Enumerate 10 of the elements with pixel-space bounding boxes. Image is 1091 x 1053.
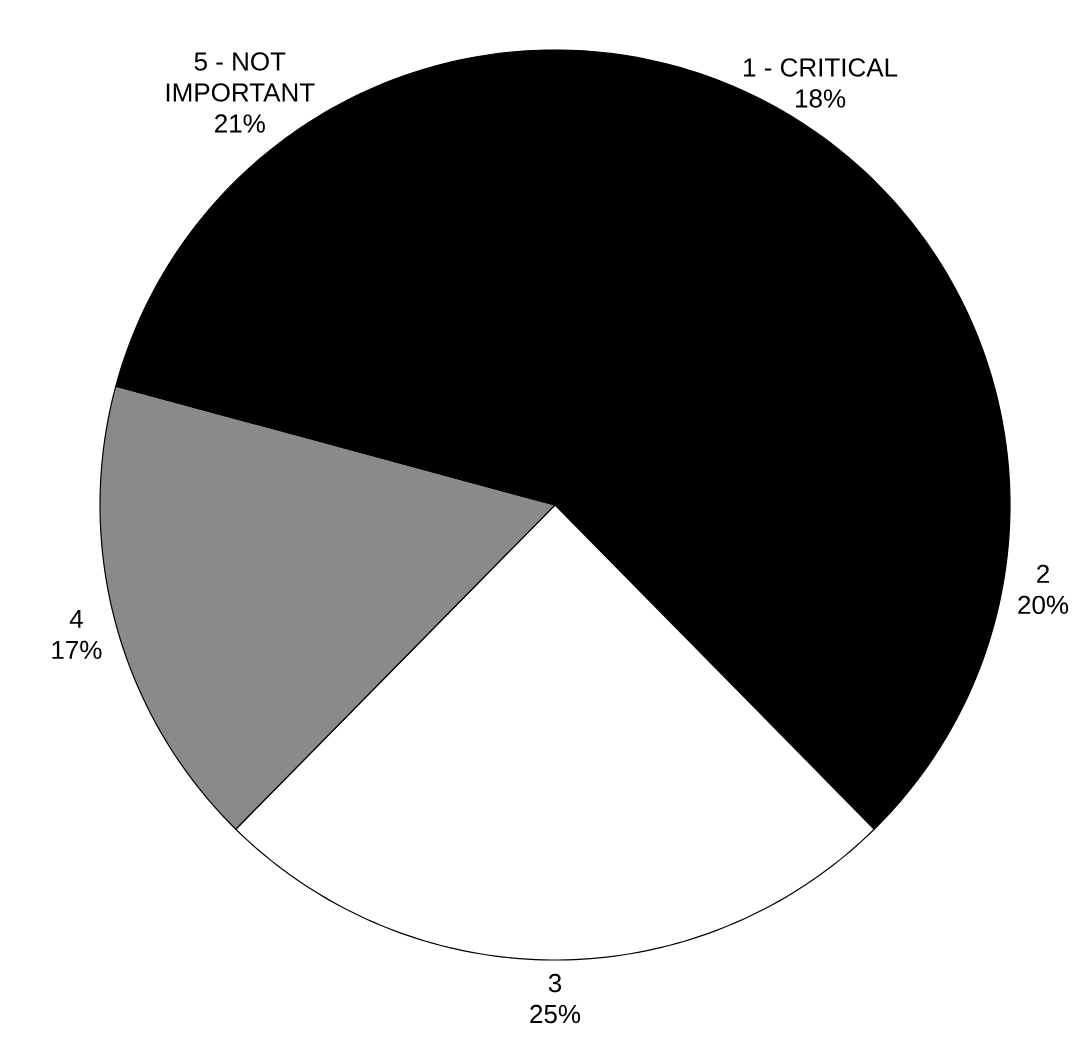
slice-label: 5 - NOT IMPORTANT xyxy=(166,52,315,102)
slice-label: 1 - CRITICAL xyxy=(744,58,898,77)
slice-label: 4 xyxy=(69,609,83,628)
data-label: 25% xyxy=(530,1004,581,1024)
data-label: 18% xyxy=(796,89,846,108)
slice-label: 2 xyxy=(1037,564,1049,583)
slice-label: 3 xyxy=(548,973,562,993)
data-label: 21% xyxy=(215,114,265,133)
data-label: 17% xyxy=(52,640,102,660)
data-label: 20% xyxy=(1018,595,1069,615)
